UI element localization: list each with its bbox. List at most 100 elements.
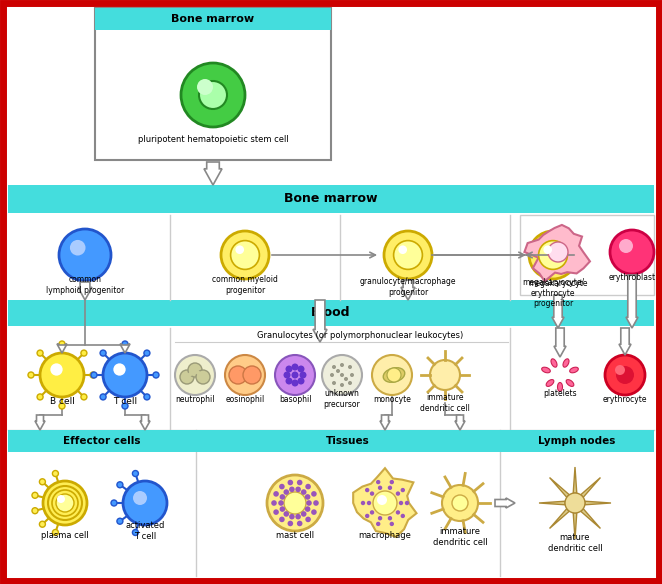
Circle shape [236,245,244,254]
Text: mature
dendritic cell: mature dendritic cell [547,533,602,552]
Circle shape [365,488,369,492]
Circle shape [103,353,147,397]
Circle shape [52,471,58,477]
Circle shape [370,491,374,496]
Circle shape [57,495,65,503]
Circle shape [313,500,319,506]
Circle shape [305,484,311,489]
Circle shape [291,380,299,387]
Circle shape [144,394,150,400]
Text: Effector cells: Effector cells [64,436,141,446]
Circle shape [394,241,422,269]
Circle shape [348,365,352,369]
Polygon shape [524,225,590,281]
Circle shape [544,245,552,254]
Text: Tissues: Tissues [326,436,370,446]
Circle shape [196,370,210,384]
Circle shape [56,494,74,512]
Circle shape [32,507,38,514]
Circle shape [279,484,285,489]
Ellipse shape [570,367,579,373]
Circle shape [401,514,405,518]
Circle shape [52,530,58,536]
Circle shape [373,491,397,515]
Circle shape [37,350,43,356]
Circle shape [285,377,293,384]
Text: megakaryocyte: megakaryocyte [528,279,588,287]
Polygon shape [120,344,130,353]
Text: macrophage: macrophage [359,531,412,541]
Polygon shape [140,415,150,430]
Text: activated
T cell: activated T cell [125,522,165,541]
Text: Granulocytes (or polymorphonuclear leukocytes): Granulocytes (or polymorphonuclear leuko… [257,331,463,339]
Circle shape [100,350,106,356]
Polygon shape [35,415,45,430]
Circle shape [307,500,312,506]
Circle shape [144,350,150,356]
FancyBboxPatch shape [8,300,654,326]
Text: neutrophil: neutrophil [175,395,214,404]
Circle shape [311,491,316,496]
Circle shape [59,341,65,347]
Circle shape [452,495,468,511]
FancyBboxPatch shape [520,215,654,295]
Text: unknown
precursor: unknown precursor [324,390,360,409]
Text: Lymph nodes: Lymph nodes [538,436,616,446]
Circle shape [396,491,400,496]
Circle shape [48,486,82,520]
Circle shape [430,360,460,390]
Circle shape [311,509,316,515]
Polygon shape [57,344,67,353]
Circle shape [322,355,362,395]
Circle shape [291,363,299,370]
Circle shape [229,366,247,384]
Circle shape [344,377,348,381]
Circle shape [388,485,392,490]
Circle shape [378,485,382,490]
Text: common myeloid
progenitor: common myeloid progenitor [212,275,278,295]
Circle shape [616,366,634,384]
Text: monocyte: monocyte [373,395,411,404]
Text: immature
dendritic cell: immature dendritic cell [433,527,487,547]
Circle shape [399,245,407,254]
Circle shape [40,522,46,527]
Circle shape [221,231,269,279]
Polygon shape [552,295,564,328]
Circle shape [539,241,567,269]
Circle shape [117,518,123,524]
Polygon shape [380,415,390,430]
Circle shape [370,510,374,515]
Circle shape [289,514,295,519]
Circle shape [372,355,412,395]
FancyBboxPatch shape [196,430,500,452]
Circle shape [299,371,307,378]
Circle shape [529,231,577,279]
Circle shape [275,355,315,395]
Circle shape [376,480,381,484]
Circle shape [330,373,334,377]
Circle shape [384,231,432,279]
Text: plasma cell: plasma cell [41,530,89,540]
Circle shape [332,365,336,369]
Polygon shape [549,509,569,529]
Circle shape [365,514,369,518]
Circle shape [305,506,310,512]
Circle shape [181,63,245,127]
Circle shape [271,500,277,506]
Circle shape [284,492,306,514]
FancyBboxPatch shape [95,8,331,30]
Circle shape [122,403,128,409]
Circle shape [396,510,400,515]
Polygon shape [585,501,611,505]
Circle shape [295,514,301,519]
Text: granulocyte/macrophage
progenitor: granulocyte/macrophage progenitor [359,277,456,297]
Circle shape [387,368,401,382]
Circle shape [388,516,392,520]
Circle shape [390,480,394,484]
Ellipse shape [542,367,550,373]
Circle shape [377,495,387,505]
Circle shape [615,365,625,375]
Circle shape [59,229,111,281]
Circle shape [291,371,299,378]
Circle shape [52,490,78,516]
